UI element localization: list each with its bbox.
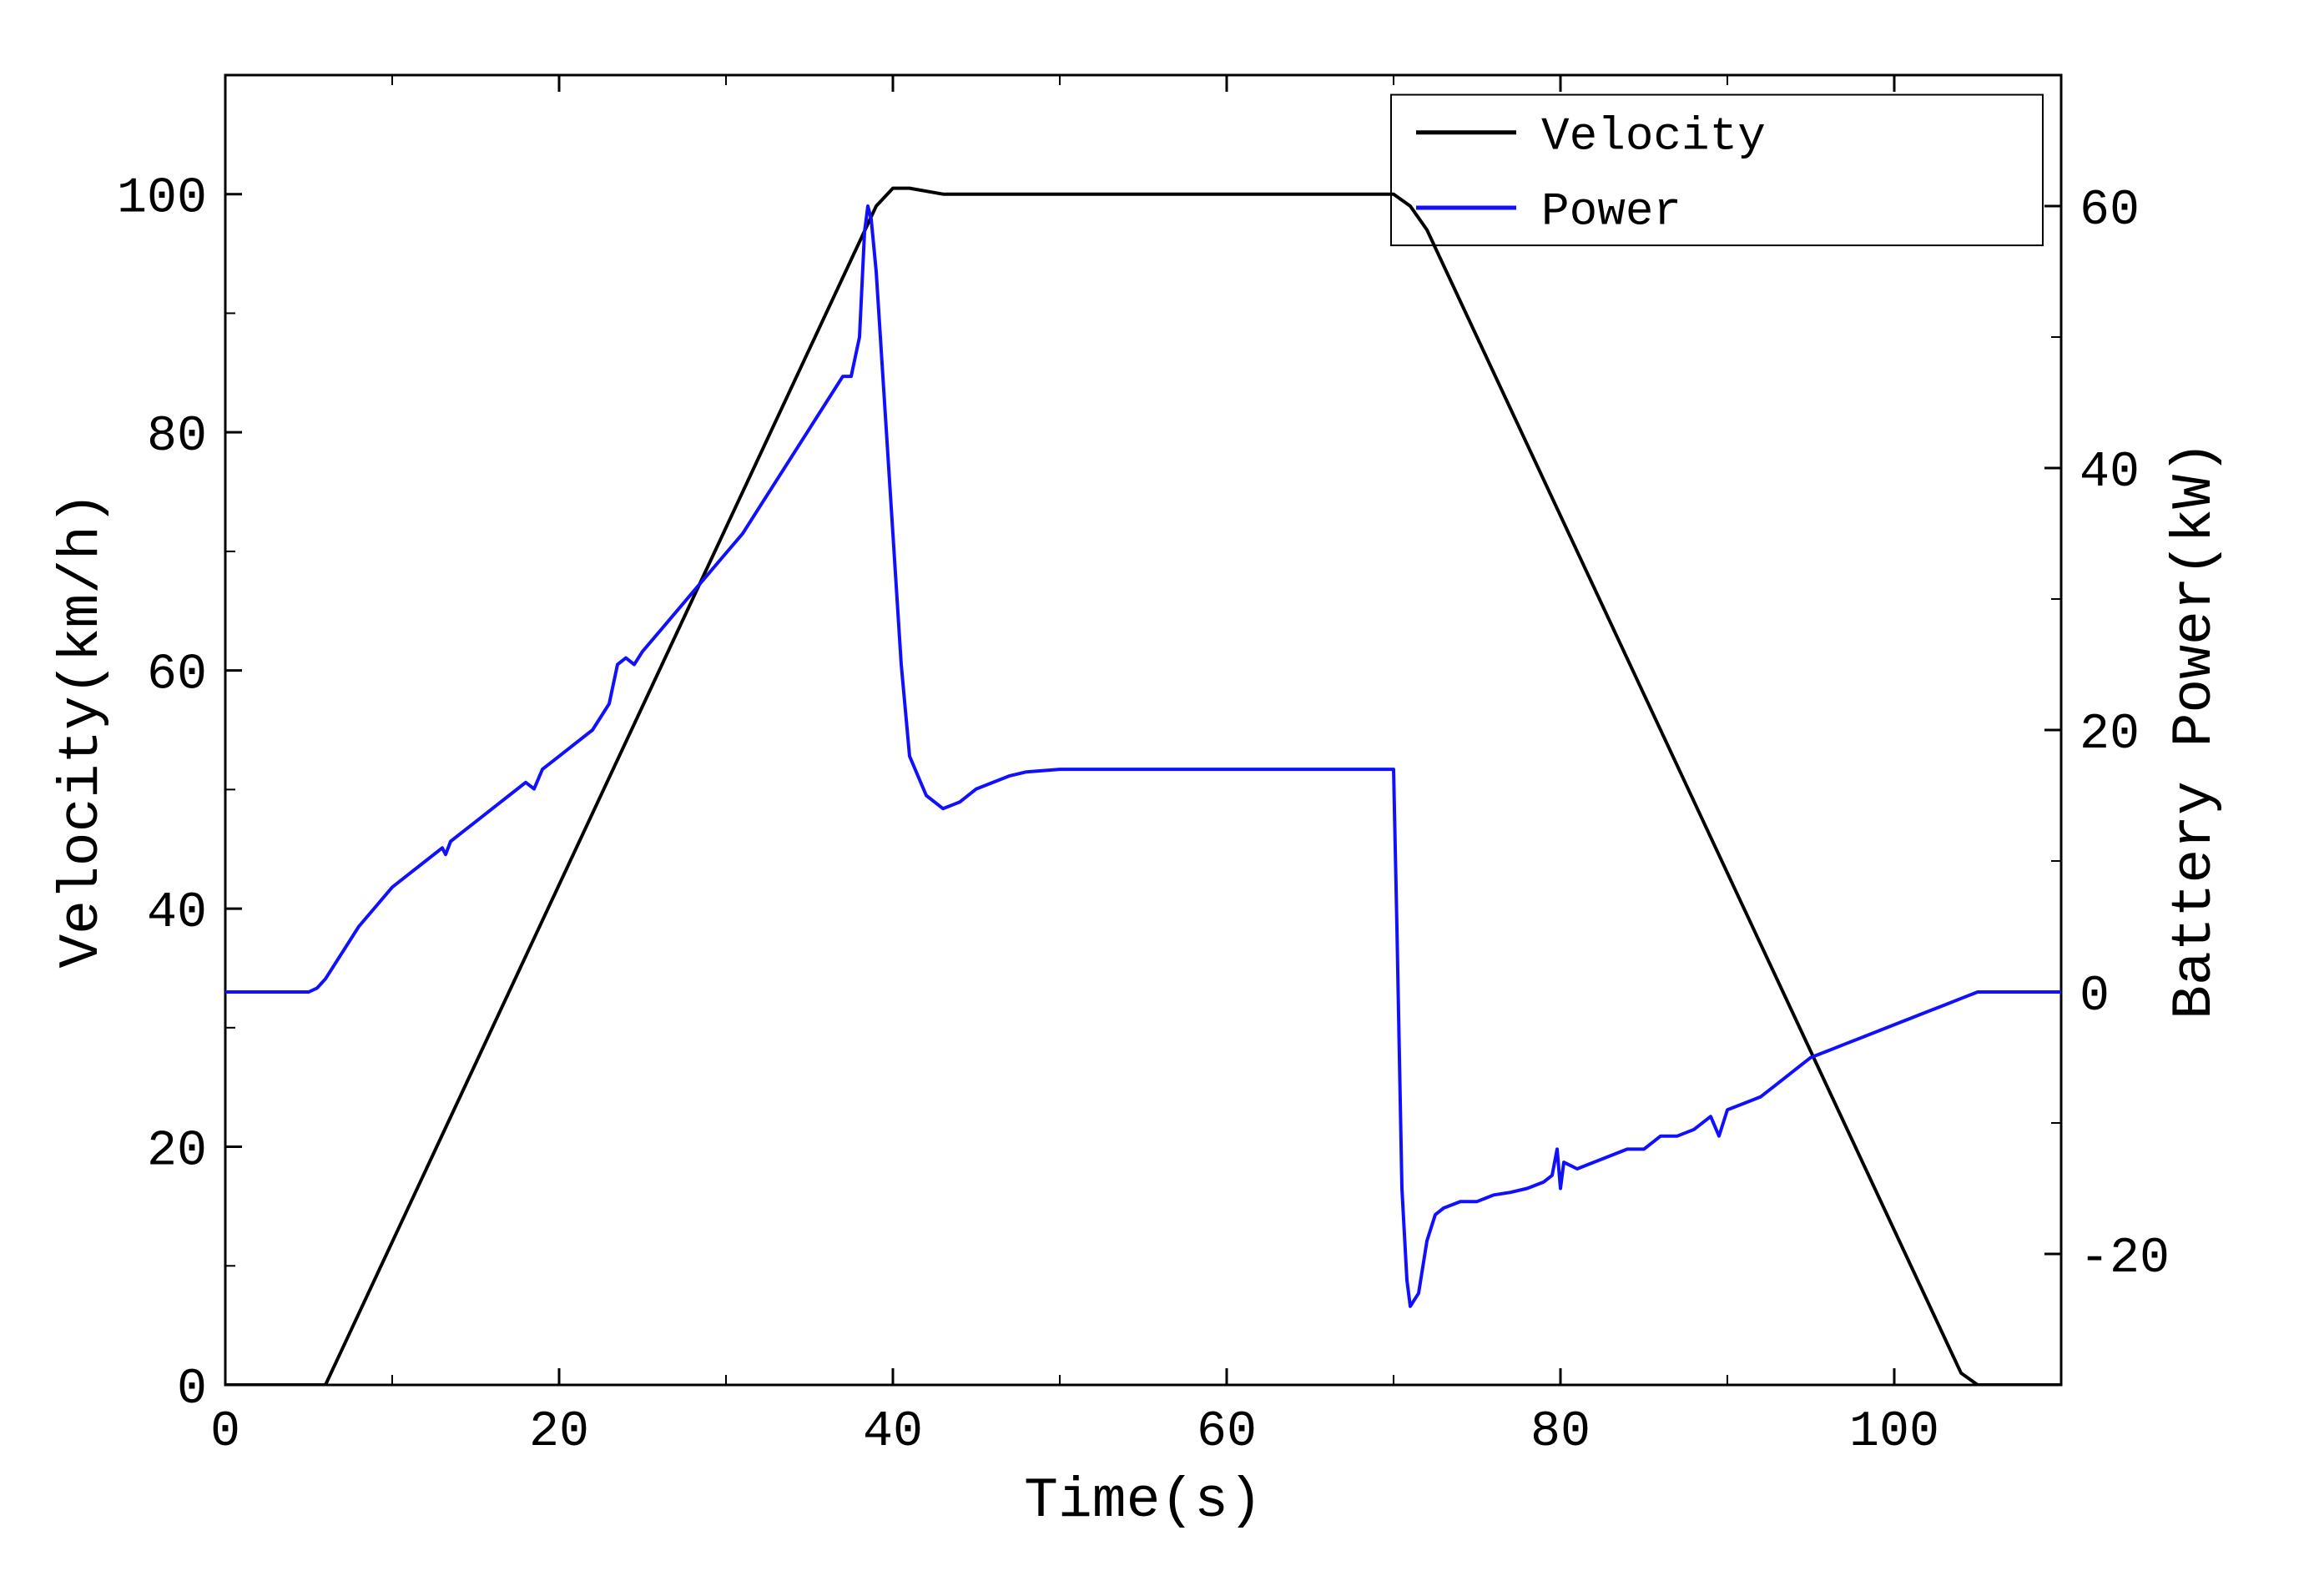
yl-tick-label: 100 — [117, 171, 207, 228]
x-tick-label: 100 — [1849, 1404, 1939, 1461]
yl-tick-label: 80 — [147, 409, 207, 466]
yl-axis-label: Velocity(km/h) — [50, 491, 114, 968]
x-tick-label: 20 — [529, 1404, 589, 1461]
yr-axis-label: Battery Power(kW) — [2163, 441, 2227, 1020]
yl-tick-label: 40 — [147, 885, 207, 942]
x-axis-label: Time(s) — [1024, 1469, 1263, 1533]
legend-label: Power — [1541, 185, 1681, 239]
yr-tick-label: 40 — [2080, 445, 2140, 501]
yl-tick-label: 60 — [147, 647, 207, 704]
x-tick-label: 0 — [210, 1404, 240, 1461]
yr-tick-label: -20 — [2080, 1231, 2170, 1287]
yl-tick-label: 0 — [177, 1362, 207, 1418]
chart-svg: 0 20 40 60 80 100 Time(s) 0 20 40 60 80 100 Velocity(… — [0, 0, 2319, 1596]
chart-container: 0 20 40 60 80 100 Time(s) 0 20 40 60 80 100 Velocity(… — [0, 0, 2319, 1596]
series-velocity — [225, 189, 2061, 1385]
yr-tick-label: 20 — [2080, 707, 2140, 763]
plot-frame — [225, 75, 2061, 1385]
series-power — [225, 206, 2061, 1307]
yr-tick-label: 0 — [2080, 969, 2110, 1025]
x-tick-label: 80 — [1530, 1404, 1591, 1461]
x-tick-label: 40 — [863, 1404, 923, 1461]
yl-tick-label: 20 — [147, 1124, 207, 1181]
legend-label: Velocity — [1541, 109, 1766, 163]
x-tick-label: 60 — [1197, 1404, 1257, 1461]
yr-tick-label: 60 — [2080, 183, 2140, 239]
